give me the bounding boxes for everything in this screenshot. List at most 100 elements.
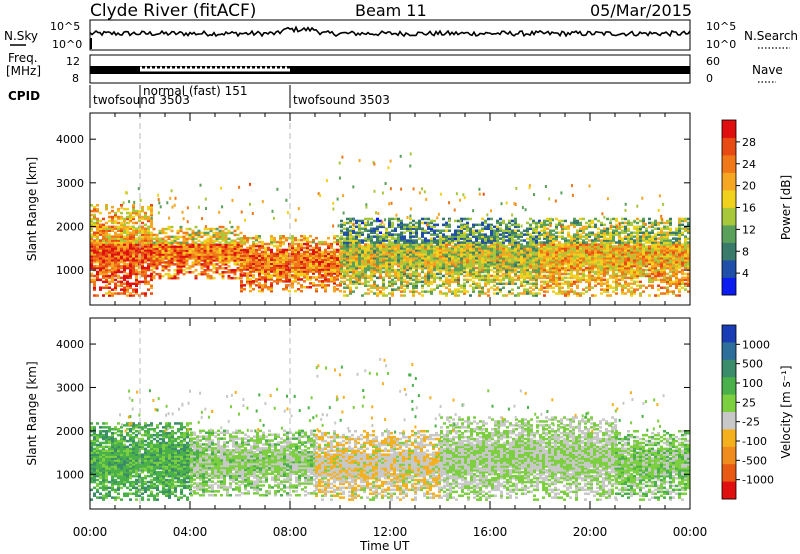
data-cell [517,245,520,248]
data-cell [179,271,183,274]
data-cell [129,247,132,250]
data-cell [448,253,451,256]
data-cell [255,266,258,269]
data-cell [161,231,165,235]
data-cell [409,264,412,268]
data-cell [379,253,382,256]
data-cell [164,243,168,246]
data-cell [570,288,573,291]
data-cell [224,255,228,258]
data-cell [454,249,457,252]
data-cell [102,235,105,238]
data-cell [418,259,421,262]
data-cell [355,249,358,252]
data-cell [141,255,144,258]
data-cell [96,270,99,274]
data-cell [93,207,96,211]
data-cell [361,262,364,266]
data-cell [475,259,478,262]
data-cell [567,239,570,242]
data-cell [493,249,496,252]
data-cell [105,264,108,268]
data-cell [291,235,294,238]
data-cell [152,271,156,274]
data-cell [606,247,609,250]
data-cell [535,276,538,280]
data-cell [126,233,129,236]
data-cell [490,217,493,221]
data-cell [558,245,561,248]
data-cell [111,264,114,268]
data-cell [96,239,99,242]
data-cell [472,223,475,227]
data-cell [279,258,282,261]
data-cell [285,280,288,283]
data-cell [427,251,430,254]
data-cell [621,290,624,293]
data-cell [567,282,570,285]
data-cell [549,276,552,280]
data-cell [126,235,129,238]
data-cell [415,243,418,246]
data-cell [430,292,433,295]
data-cell [564,227,567,230]
data-cell [454,290,457,293]
data-cell [448,249,451,252]
data-cell [430,255,433,258]
data-cell [227,255,231,258]
data-cell [135,274,138,278]
data-cell [246,246,249,250]
data-cell [442,255,445,258]
data-cell [427,231,430,234]
data-cell [520,266,523,270]
data-cell [355,272,358,276]
data-cell [397,225,400,229]
data-cell [197,272,201,276]
data-cell [120,231,123,234]
data-cell [135,229,138,232]
data-cell [532,264,535,268]
data-cell [606,217,609,221]
data-cell [400,251,403,254]
data-cell [114,237,117,240]
data-cell [570,251,573,254]
data-cell [99,288,102,291]
data-cell [358,262,361,266]
data-cell [358,241,361,244]
data-cell [126,247,129,250]
data-cell [475,270,478,274]
data-cell [215,245,219,248]
data-cell [144,247,147,250]
data-cell [114,286,117,289]
data-cell [511,233,514,236]
data-cell [475,223,478,227]
data-cell [505,249,508,252]
data-cell [147,274,150,278]
data-cell [472,268,475,272]
data-cell [591,239,594,242]
data-cell [376,259,379,262]
data-cell [505,270,508,274]
data-cell [445,245,448,248]
data-cell [475,262,478,266]
data-cell [415,241,418,244]
data-cell [194,255,198,258]
data-cell [523,274,526,278]
data-cell [609,294,612,297]
data-cell [144,259,147,262]
data-cell [267,262,270,265]
data-cell [240,280,243,283]
data-cell [144,253,147,256]
data-cell [197,231,201,235]
data-cell [330,264,333,267]
data-cell [276,270,279,273]
data-cell [385,264,388,268]
data-cell [355,276,358,280]
data-cell [367,268,370,272]
data-cell [624,282,627,285]
data-cell [448,260,451,264]
data-cell [415,239,418,242]
data-cell [385,243,388,246]
data-cell [523,278,526,282]
data-cell [466,223,469,227]
